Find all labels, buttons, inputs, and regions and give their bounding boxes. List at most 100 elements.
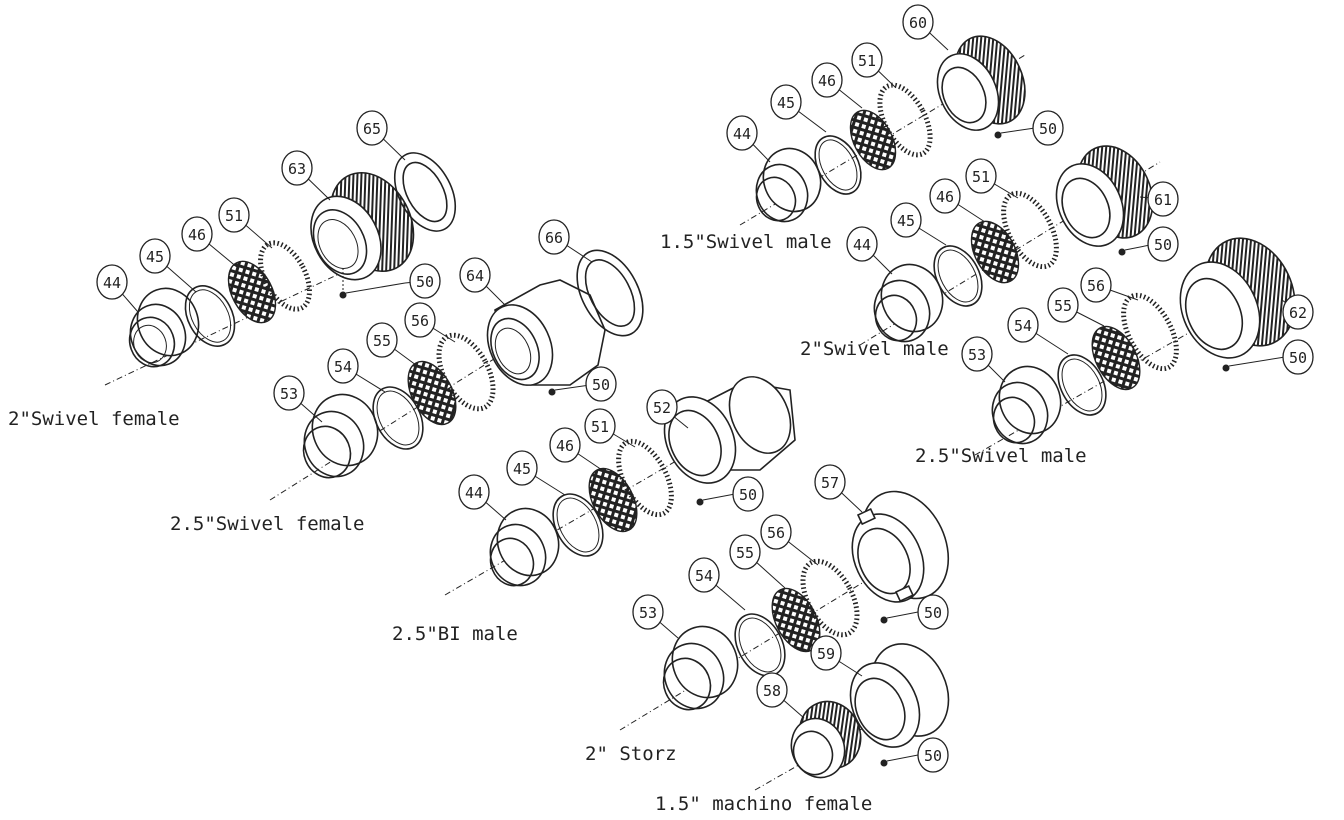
- callout-bubble: [902, 4, 934, 40]
- callout-bubble: [459, 257, 491, 293]
- callout-number: 51: [858, 52, 876, 70]
- callout-number: 51: [972, 168, 990, 186]
- part-53-nipple: [662, 625, 739, 711]
- callout-bubble: [814, 464, 846, 500]
- callout-number: 50: [1039, 120, 1057, 138]
- callout-number: 50: [739, 486, 757, 504]
- callout-number: 45: [777, 94, 795, 112]
- assembly-swivel-male-25: 2.5"Swivel male: [915, 237, 1296, 467]
- callout-bubble: [181, 216, 213, 252]
- callout-bubble: [917, 594, 949, 630]
- part-46-screen: [588, 467, 638, 533]
- callout-44: 44: [846, 226, 893, 275]
- callout-number: 56: [1087, 277, 1105, 295]
- callout-number: 52: [653, 399, 671, 417]
- callout-46: 46: [811, 62, 863, 109]
- callout-54: 54: [688, 557, 746, 611]
- callout-50: 50: [732, 476, 764, 512]
- callout-bubble: [811, 62, 843, 98]
- callout-55: 55: [1047, 287, 1105, 327]
- callout-bubble: [538, 219, 570, 255]
- callout-number: 50: [416, 273, 434, 291]
- callout-number: 50: [924, 747, 942, 765]
- callout-number: 54: [1014, 317, 1032, 335]
- callout-50: 50: [585, 366, 617, 402]
- assembly-label: 2"Swivel female: [8, 408, 180, 430]
- callout-bubble: [732, 476, 764, 512]
- callout-bubble: [458, 474, 490, 510]
- callout-58: 58: [756, 672, 805, 719]
- callout-number: 45: [146, 248, 164, 266]
- callout-number: 45: [897, 212, 915, 230]
- callout-66: 66: [538, 219, 593, 263]
- callout-55: 55: [366, 322, 421, 369]
- callout-64: 64: [459, 257, 506, 306]
- callout-number: 50: [924, 604, 942, 622]
- callout-number: 51: [225, 207, 243, 225]
- part-55-screen: [1091, 325, 1141, 391]
- callout-number: 51: [591, 418, 609, 436]
- part-63-swivel-nut: [310, 171, 415, 281]
- part-46-screen: [849, 109, 897, 171]
- callout-bubble: [810, 635, 842, 671]
- part-53-nipple: [991, 365, 1062, 445]
- callout-number: 50: [592, 376, 610, 394]
- callout-44: 44: [458, 474, 507, 521]
- callout-bubble: [1032, 110, 1064, 146]
- callout-number: 46: [818, 72, 836, 90]
- part-46-screen: [970, 220, 1020, 284]
- callout-bubble: [688, 557, 720, 593]
- callout-bubble: [890, 202, 922, 238]
- assembly-label: 2.5"BI male: [392, 623, 518, 645]
- callout-bubble: [1147, 181, 1179, 217]
- assembly-storz-2: 2" Storz: [585, 490, 950, 765]
- callout-44: 44: [726, 115, 771, 163]
- part-44-nipple: [128, 287, 200, 368]
- callout-65: 65: [356, 110, 406, 161]
- callout-number: 65: [363, 120, 381, 138]
- callout-45: 45: [139, 238, 197, 293]
- part-56-ball-ring: [800, 558, 860, 638]
- assembly-label: 2.5"Swivel female: [170, 513, 364, 535]
- callout-number: 55: [373, 332, 391, 350]
- callout-bubble: [1147, 226, 1179, 262]
- callout-53: 53: [632, 594, 679, 639]
- callout-number: 54: [695, 567, 713, 585]
- callout-56: 56: [1080, 267, 1139, 303]
- callout-63: 63: [281, 150, 331, 201]
- callout-50: 50: [917, 594, 949, 630]
- part-62-male-body: [1179, 237, 1296, 359]
- part-44-nipple: [489, 507, 560, 587]
- callout-52: 52: [646, 389, 689, 429]
- callout-51: 51: [965, 158, 1019, 199]
- callout-bubble: [584, 408, 616, 444]
- callout-50: 50: [1147, 226, 1179, 262]
- callout-number: 56: [411, 312, 429, 330]
- callout-number: 44: [733, 125, 751, 143]
- callout-number: 63: [288, 160, 306, 178]
- callout-number: 46: [936, 188, 954, 206]
- assembly-swivel-female-25: 2.5"Swivel female: [170, 249, 644, 535]
- callout-bubble: [1282, 294, 1314, 330]
- callout-bubble: [917, 737, 949, 773]
- callout-50: 50: [917, 737, 949, 773]
- callout-number: 56: [767, 524, 785, 542]
- callout-bubble: [756, 672, 788, 708]
- callout-bubble: [846, 226, 878, 262]
- part-64-housing: [486, 279, 606, 386]
- callout-bubble: [632, 594, 664, 630]
- callout-number: 61: [1154, 191, 1172, 209]
- assembly-label: 2"Swivel male: [800, 338, 949, 360]
- callout-bubble: [366, 322, 398, 358]
- part-45-oring: [552, 493, 604, 557]
- callout-53: 53: [961, 336, 1006, 383]
- callout-number: 55: [736, 544, 754, 562]
- callout-number: 46: [188, 226, 206, 244]
- part-58-nipple: [790, 700, 862, 779]
- assembly-swivel-male-15: 1.5"Swivel male: [660, 35, 1036, 253]
- callout-bubble: [726, 115, 758, 151]
- callout-bubble: [929, 178, 961, 214]
- callout-44: 44: [96, 264, 139, 313]
- callout-number: 66: [545, 229, 563, 247]
- callout-number: 58: [763, 682, 781, 700]
